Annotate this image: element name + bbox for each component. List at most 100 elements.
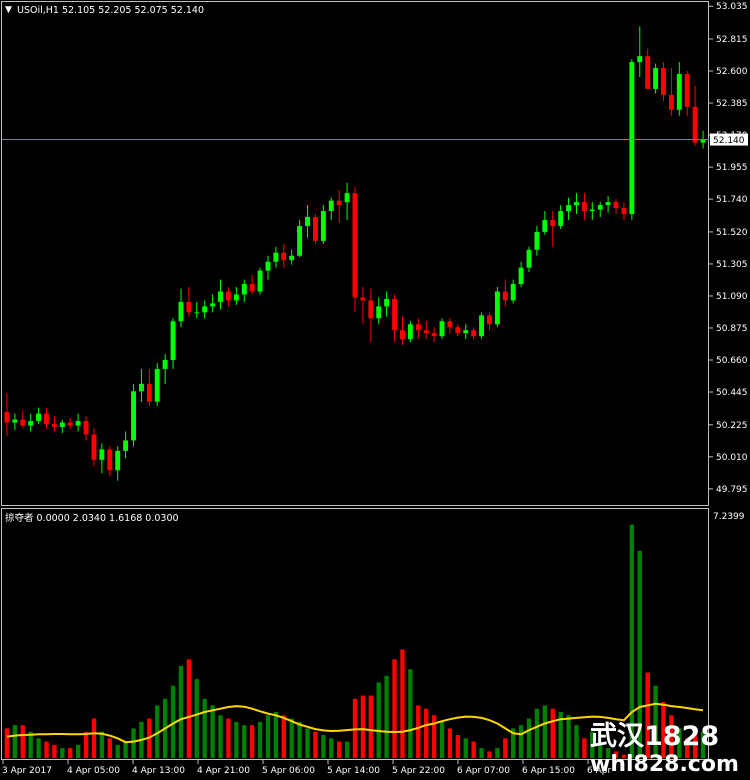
histogram-bar — [653, 685, 658, 758]
histogram-bar — [518, 725, 524, 758]
candle — [265, 255, 271, 280]
candle — [75, 413, 81, 432]
candle-body — [297, 225, 303, 256]
candle — [281, 243, 287, 268]
histogram-bar — [677, 728, 682, 758]
histogram-bar — [613, 751, 619, 758]
candle — [233, 287, 239, 305]
price-tick-label: 49.795 — [716, 485, 748, 495]
histogram-bar — [249, 725, 255, 758]
candle-body — [629, 62, 635, 215]
candle-body — [273, 252, 279, 262]
price-tick-label: 50.660 — [716, 356, 748, 366]
histogram-bar — [281, 715, 286, 758]
candle — [692, 85, 698, 146]
candle-body — [107, 449, 113, 471]
histogram-bar — [60, 748, 65, 758]
histogram-bar — [210, 705, 215, 758]
candle — [170, 318, 176, 369]
candle-body — [194, 312, 200, 314]
candle-body — [20, 419, 26, 426]
histogram-bar — [416, 705, 421, 758]
candle-body — [581, 202, 587, 212]
candle — [138, 368, 144, 402]
histogram-bar — [202, 698, 207, 758]
candle-body — [312, 217, 318, 241]
candle-body — [186, 301, 192, 313]
candle-body — [502, 291, 508, 301]
candle — [20, 410, 26, 429]
candle-body — [510, 284, 516, 301]
time-tick-label: 4 Apr 05:00 — [67, 766, 120, 776]
candle-body — [59, 422, 65, 428]
candle-body — [653, 68, 659, 89]
histogram-bar — [629, 524, 635, 758]
candle-body — [218, 291, 223, 302]
candle-body — [305, 217, 310, 226]
histogram-bar — [242, 725, 247, 758]
candle-body — [415, 324, 421, 331]
time-axis: 3 Apr 2017 4 Apr 05:00 4 Apr 13:00 4 Apr 21… — [2, 760, 611, 776]
candle-body — [75, 421, 81, 426]
candle-body — [12, 419, 18, 423]
candle-body — [550, 219, 556, 226]
candle-body — [534, 231, 540, 250]
histogram-bar — [669, 715, 674, 758]
histogram-bar — [590, 731, 595, 758]
candle-body — [574, 202, 579, 206]
candle — [352, 187, 358, 313]
candle-body — [439, 321, 445, 337]
histogram-bar — [621, 754, 627, 758]
candle — [91, 428, 97, 466]
candle — [415, 318, 421, 340]
price-tick-label: 53.035 — [716, 2, 748, 12]
candle-body — [178, 301, 184, 322]
histogram-bar — [408, 669, 413, 758]
candle — [471, 327, 477, 340]
histogram-bar — [526, 718, 532, 758]
histogram-bar — [511, 728, 516, 758]
candle — [344, 182, 350, 220]
histogram-bar — [424, 708, 429, 758]
candle-body — [463, 330, 469, 334]
candle — [542, 211, 548, 235]
histogram-bar — [155, 705, 160, 758]
price-panel-frame — [1, 1, 709, 506]
indicator-title: 掠夺者 0.0000 2.0340 1.6168 0.0300 — [5, 512, 179, 524]
histogram-bar — [558, 711, 563, 758]
candle — [257, 267, 263, 295]
candle-body — [621, 208, 627, 215]
candle — [510, 279, 516, 304]
histogram-bar — [131, 728, 136, 758]
time-tick-label: 5 Apr 22:00 — [392, 766, 445, 776]
histogram-bar — [115, 744, 120, 758]
histogram-bar — [550, 708, 555, 758]
candle — [194, 301, 200, 319]
candle — [550, 211, 556, 247]
histogram-bar — [463, 738, 468, 758]
candle-body — [455, 327, 461, 334]
candle — [676, 62, 682, 116]
price-tick-label: 51.090 — [716, 292, 748, 302]
candlestick-series — [4, 26, 706, 481]
candle-body — [241, 284, 247, 295]
histogram-bar — [392, 659, 397, 758]
candle-body — [44, 413, 49, 425]
candle-body — [526, 249, 532, 268]
price-tick-label: 51.740 — [716, 195, 748, 205]
histogram-bar — [566, 715, 571, 758]
price-tick-label: 51.520 — [716, 228, 748, 238]
candle — [202, 300, 208, 319]
candle-body — [225, 291, 231, 301]
candle — [146, 368, 152, 407]
symbol-dropdown-icon[interactable]: ▼ — [5, 5, 12, 15]
histogram-bar — [313, 731, 318, 758]
candle — [439, 318, 445, 340]
candle — [447, 318, 453, 334]
histogram-bar — [257, 721, 263, 758]
candle — [225, 287, 231, 307]
price-tick-label: 50.225 — [716, 421, 748, 431]
candle-body — [99, 449, 105, 460]
